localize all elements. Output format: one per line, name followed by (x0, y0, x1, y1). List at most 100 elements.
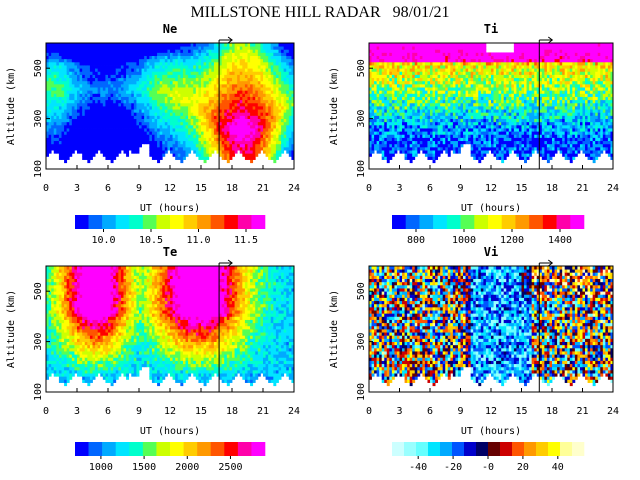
heatmap-cell (278, 43, 282, 47)
heatmap-cell (412, 150, 416, 154)
heatmap-cell (190, 74, 194, 79)
heatmap-cell (257, 109, 261, 113)
heatmap-cell (97, 143, 101, 148)
heatmap-cell (447, 140, 451, 145)
heatmap-cell (53, 80, 57, 85)
heatmap-cell (219, 49, 223, 53)
heatmap-cell (92, 102, 96, 107)
heatmap-cell (87, 128, 91, 132)
heatmap-cell (232, 96, 235, 101)
heatmap-cell (475, 143, 479, 148)
heatmap-cell (391, 65, 395, 69)
heatmap-cell (422, 146, 426, 151)
heatmap-cell (131, 99, 135, 104)
heatmap-cell (473, 112, 477, 116)
heatmap-cell (404, 156, 408, 160)
heatmap-cell (291, 134, 295, 138)
heatmap-cell (247, 49, 251, 53)
heatmap-cell (177, 55, 181, 60)
heatmap-cell (250, 61, 254, 66)
heatmap-cell (193, 146, 197, 151)
heatmap-cell (468, 118, 472, 123)
heatmap-cell (77, 77, 80, 82)
heatmap-cell (159, 87, 163, 91)
heatmap-cell (180, 124, 184, 129)
heatmap-cell (389, 68, 393, 72)
heatmap-cell (463, 43, 466, 47)
heatmap-cell (123, 83, 127, 88)
heatmap-cell (265, 93, 269, 97)
heatmap-cell (239, 74, 243, 79)
heatmap-cell (440, 143, 444, 148)
heatmap-cell (198, 55, 202, 60)
heatmap-cell (381, 96, 385, 101)
heatmap-cell (118, 137, 122, 142)
heatmap-cell (283, 109, 287, 113)
heatmap-cell (110, 65, 114, 69)
heatmap-cell (115, 93, 119, 97)
heatmap-cell (170, 87, 173, 91)
heatmap-cell (470, 68, 474, 72)
heatmap-cell (208, 77, 212, 82)
heatmap-cell (399, 49, 403, 53)
heatmap-cell (369, 65, 372, 69)
heatmap-cell (97, 71, 101, 75)
heatmap-cell (172, 49, 176, 53)
heatmap-cell (201, 150, 204, 154)
heatmap-cell (146, 140, 150, 145)
heatmap-cell (208, 102, 212, 107)
heatmap-cell (211, 83, 215, 88)
heatmap-cell (463, 80, 466, 85)
heatmap-cell (180, 49, 184, 53)
heatmap-cell (229, 96, 233, 101)
heatmap-cell (252, 131, 256, 135)
heatmap-cell (229, 49, 233, 53)
heatmap-cell (432, 77, 436, 82)
heatmap-cell (374, 90, 378, 94)
heatmap-cell (201, 49, 204, 53)
heatmap-cell (263, 49, 266, 53)
heatmap-cell (232, 49, 235, 53)
heatmap-cell (193, 55, 197, 60)
heatmap-cell (412, 156, 416, 160)
heatmap-cell (242, 52, 246, 56)
heatmap-cell (51, 65, 55, 69)
heatmap-cell (120, 115, 124, 119)
heatmap-cell (273, 112, 277, 116)
heatmap-cell (237, 93, 241, 97)
heatmap-cell (167, 55, 171, 60)
heatmap-cell (159, 134, 163, 138)
heatmap-cell (82, 80, 86, 85)
heatmap-cell (154, 131, 158, 135)
heatmap-cell (79, 115, 83, 119)
heatmap-cell (185, 61, 189, 66)
heatmap-cell (379, 140, 383, 145)
heatmap-cell (255, 124, 259, 129)
heatmap-cell (252, 102, 256, 107)
heatmap-cell (424, 140, 428, 145)
heatmap-cell (221, 96, 225, 101)
heatmap-cell (118, 43, 122, 47)
heatmap-cell (419, 112, 423, 116)
heatmap-cell (221, 115, 225, 119)
heatmap-cell (270, 131, 274, 135)
heatmap-cell (56, 87, 60, 91)
heatmap-cell (244, 52, 248, 56)
heatmap-cell (424, 124, 428, 129)
heatmap-cell (265, 121, 269, 126)
heatmap-cell (206, 68, 210, 72)
heatmap-cell (198, 61, 202, 66)
heatmap-cell (455, 96, 459, 101)
heatmap-cell (53, 46, 57, 50)
heatmap-cell (53, 74, 57, 79)
heatmap-cell (399, 150, 403, 154)
heatmap-cell (257, 115, 261, 119)
heatmap-cell (77, 112, 80, 116)
heatmap-cell (473, 121, 477, 126)
heatmap-cell (275, 68, 279, 72)
heatmap-cell (452, 128, 456, 132)
heatmap-cell (56, 146, 60, 151)
heatmap-cell (97, 58, 101, 63)
heatmap-cell (56, 150, 60, 154)
heatmap-cell (427, 90, 431, 94)
